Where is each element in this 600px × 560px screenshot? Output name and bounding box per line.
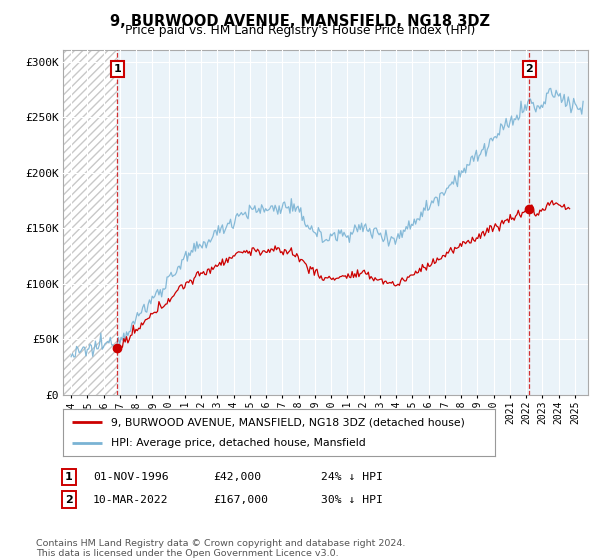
Text: 2: 2 [526, 64, 533, 74]
Text: 2: 2 [65, 494, 73, 505]
Text: 1: 1 [65, 472, 73, 482]
Bar [63, 50, 117, 395]
Text: Price paid vs. HM Land Registry's House Price Index (HPI): Price paid vs. HM Land Registry's House … [125, 24, 475, 36]
Text: £167,000: £167,000 [213, 494, 268, 505]
Text: 10-MAR-2022: 10-MAR-2022 [93, 494, 169, 505]
Text: 9, BURWOOD AVENUE, MANSFIELD, NG18 3DZ (detached house): 9, BURWOOD AVENUE, MANSFIELD, NG18 3DZ (… [110, 417, 464, 427]
Text: 9, BURWOOD AVENUE, MANSFIELD, NG18 3DZ: 9, BURWOOD AVENUE, MANSFIELD, NG18 3DZ [110, 14, 490, 29]
Text: £42,000: £42,000 [213, 472, 261, 482]
Text: 30% ↓ HPI: 30% ↓ HPI [321, 494, 383, 505]
Text: 01-NOV-1996: 01-NOV-1996 [93, 472, 169, 482]
Text: 24% ↓ HPI: 24% ↓ HPI [321, 472, 383, 482]
Text: 1: 1 [113, 64, 121, 74]
Text: Contains HM Land Registry data © Crown copyright and database right 2024.
This d: Contains HM Land Registry data © Crown c… [36, 539, 406, 558]
Text: HPI: Average price, detached house, Mansfield: HPI: Average price, detached house, Mans… [110, 438, 365, 448]
